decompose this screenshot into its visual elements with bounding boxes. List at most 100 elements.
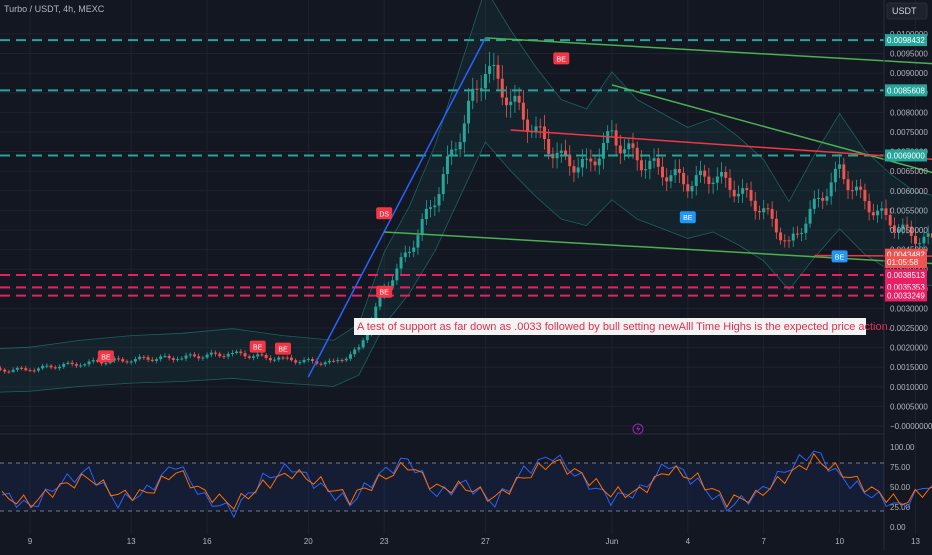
trendline-blue-left	[307, 37, 487, 378]
price-label-box	[885, 149, 927, 162]
candle-body	[762, 208, 766, 213]
candle-body	[348, 354, 352, 359]
candle-body	[70, 362, 74, 365]
candle-body	[230, 353, 234, 355]
candle-body	[779, 232, 783, 241]
candle-body	[53, 367, 57, 369]
time-tick-label: 27	[481, 537, 490, 546]
candle-body	[32, 370, 36, 372]
signal-badge	[553, 52, 570, 65]
price-label-value: 0.0043482	[887, 251, 925, 260]
candle-body	[374, 306, 378, 322]
candle-body	[690, 185, 694, 192]
candle-body	[83, 364, 87, 366]
grid-layer	[0, 0, 916, 534]
stochastic-line	[1, 452, 932, 511]
time-tick-label: 20	[304, 537, 313, 546]
candle-body	[677, 169, 681, 173]
candle-body	[403, 252, 407, 258]
candle-body	[483, 74, 487, 89]
candle-body	[504, 97, 508, 106]
candle-body	[268, 357, 272, 361]
signal-badge	[831, 250, 848, 263]
candle-body	[45, 365, 49, 367]
candle-body	[800, 232, 804, 234]
candle-body	[741, 188, 745, 194]
candle-body	[11, 369, 15, 372]
lightning-icon[interactable]	[632, 423, 644, 435]
price-label-value: 0.0069000	[887, 151, 925, 160]
candle-body	[218, 353, 222, 357]
candle-body	[209, 352, 213, 355]
candle-body	[378, 294, 382, 307]
candle-body	[597, 158, 601, 166]
time-tick-label: 4	[686, 537, 691, 546]
candle-body	[184, 355, 188, 359]
candle-body	[576, 167, 580, 173]
candle-body	[589, 158, 593, 162]
signal-label: BE	[278, 347, 288, 354]
candle-body	[884, 208, 888, 216]
candle-body	[838, 164, 842, 169]
candle-body	[445, 156, 449, 175]
candle-body	[488, 66, 492, 75]
candle-body	[627, 143, 631, 150]
candle-body	[703, 170, 707, 177]
candle-body	[538, 126, 542, 128]
candle-body	[783, 240, 787, 242]
candle-body	[871, 212, 875, 216]
candle-body	[41, 365, 45, 369]
candle-body	[264, 354, 268, 358]
candle-body	[150, 359, 154, 361]
candle-body	[669, 175, 673, 182]
candle-body	[285, 357, 289, 359]
price-label-value: 01:05:58	[887, 258, 919, 267]
price-label-value: 0.0098432	[887, 36, 925, 45]
candle-body	[610, 130, 614, 132]
candle-body	[888, 215, 892, 226]
candle-body	[694, 175, 698, 186]
candle-body	[289, 357, 293, 361]
candle-body	[766, 208, 770, 210]
candle-body	[332, 360, 336, 362]
signal-badge	[249, 340, 266, 353]
candle-body	[905, 224, 909, 227]
candle-body	[251, 356, 255, 358]
symbol-title[interactable]: Turbo / USDT, 4h, MEXC	[4, 4, 105, 14]
candle-body	[155, 359, 158, 361]
candle-body	[399, 257, 403, 269]
candle-body	[235, 351, 239, 354]
candle-body	[914, 235, 917, 244]
candle-body	[306, 359, 310, 361]
candle-body	[277, 357, 281, 360]
candle-body	[454, 149, 458, 151]
candle-body	[509, 101, 513, 106]
candle-body	[526, 119, 530, 133]
candle-body	[104, 363, 108, 365]
candle-body	[859, 186, 863, 190]
stochastic-line	[1, 450, 932, 519]
price-label-box	[885, 34, 927, 47]
candle-body	[492, 64, 496, 67]
currency-button[interactable]	[886, 2, 928, 20]
candle-body	[281, 357, 285, 359]
candle-body	[458, 142, 462, 150]
time-axis: 91316202327Jun47101317202427Jul	[28, 537, 921, 546]
candle-body	[656, 158, 660, 167]
annotation-text: A test of support as far down as .0033 f…	[357, 321, 891, 333]
candle-body	[408, 251, 411, 253]
time-tick-label: 13	[127, 537, 136, 546]
candle-body	[850, 190, 854, 192]
candle-body	[197, 356, 201, 359]
price-tick-label: 0.0060000	[890, 187, 928, 196]
signal-label: BE	[380, 290, 390, 297]
candle-body	[724, 171, 728, 178]
price-tick-label: 0.0050000	[890, 226, 928, 235]
candle-body	[909, 226, 913, 236]
candle-body	[163, 355, 167, 357]
candle-body	[353, 349, 357, 355]
price-tick-label: 0.0010000	[890, 383, 928, 392]
candle-body	[62, 363, 66, 367]
